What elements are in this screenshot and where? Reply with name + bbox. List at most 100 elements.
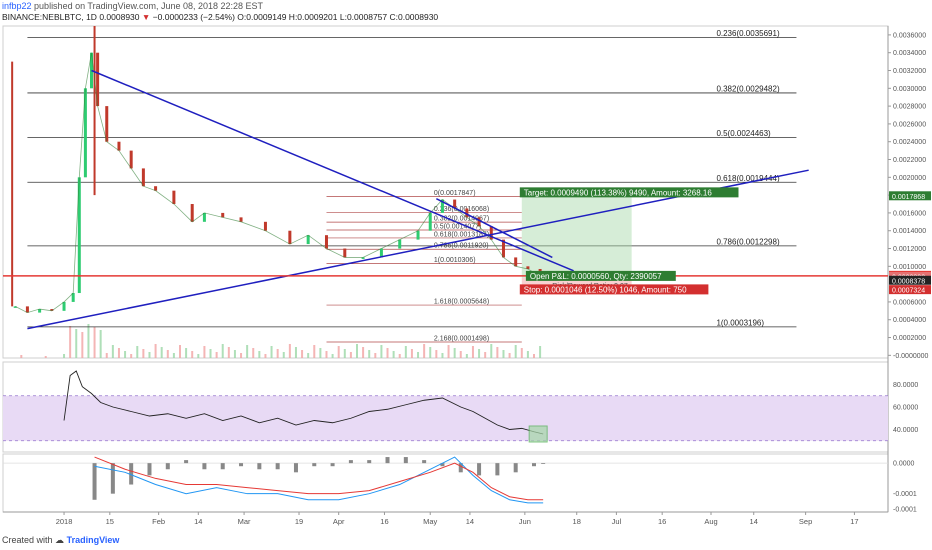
macd-histogram-bar xyxy=(293,463,298,473)
price-y-tick-label: 0.0022000 xyxy=(893,157,926,164)
volume-bar xyxy=(20,355,23,358)
macd-histogram-bar xyxy=(403,457,408,464)
macd-histogram-bar xyxy=(458,463,463,473)
tradingview-brand[interactable]: TradingView xyxy=(66,535,120,545)
volume-bar xyxy=(417,352,420,358)
macd-panel-frame xyxy=(2,453,889,513)
macd-histogram-bar xyxy=(367,460,372,464)
volume-bar xyxy=(185,348,188,358)
candle xyxy=(25,306,29,313)
volume-bar xyxy=(478,349,481,358)
volume-bar xyxy=(423,344,426,358)
price-y-tick-label: 0.0016000 xyxy=(893,210,926,217)
candle xyxy=(501,239,505,258)
volume-bar xyxy=(282,352,285,358)
macd-histogram-bar xyxy=(385,457,390,464)
x-tick-label: Feb xyxy=(152,517,165,526)
macd-y-tick-label: -0.0001 xyxy=(893,491,917,498)
volume-bar xyxy=(63,354,66,358)
volume-bar xyxy=(374,353,377,358)
volume-bar xyxy=(148,352,151,358)
rsi-highlight-box xyxy=(528,425,548,443)
volume-bar xyxy=(246,345,249,358)
tradingview-logo-icon: ☁ xyxy=(55,535,65,545)
macd-histogram-bar xyxy=(477,463,482,476)
price-y-tick-label: 0.0024000 xyxy=(893,139,926,146)
macd-histogram-bar xyxy=(202,463,207,470)
fib-level-label: 0.618(0.0019444) xyxy=(716,174,780,183)
volume-bar xyxy=(404,346,407,358)
volume-bar xyxy=(520,348,523,358)
candle xyxy=(343,248,347,258)
volume-bar xyxy=(227,347,230,358)
volume-bar xyxy=(172,353,175,358)
x-tick-label: Jun xyxy=(519,517,531,526)
price-tag-bg xyxy=(889,191,931,201)
volume-bar xyxy=(233,350,236,358)
volume-bar xyxy=(502,350,505,358)
open-pl-label-bg xyxy=(525,270,676,281)
fib-level-label: 0.618(0.0013187) xyxy=(434,231,489,238)
macd-histogram-bar xyxy=(275,463,280,470)
fib-level-label: 0.786(0.0012298) xyxy=(716,237,780,246)
volume-bar xyxy=(533,354,535,358)
volume-bar xyxy=(93,327,96,358)
x-tick-label: 15 xyxy=(106,517,114,526)
fib-level-label: 0.786(0.0011920) xyxy=(434,243,489,250)
price-change: −0.0000233 (−2.54%) xyxy=(152,12,235,22)
rsi-line xyxy=(63,370,544,435)
candle xyxy=(83,88,87,178)
volume-bar xyxy=(453,348,456,358)
price-y-tick-label: 0.0026000 xyxy=(893,121,926,128)
last-price: 0.0008930 xyxy=(99,12,140,22)
volume-bar xyxy=(392,351,395,358)
price-y-tick-label: 0.0030000 xyxy=(893,86,926,93)
volume-bar xyxy=(166,350,169,358)
macd-histogram-bar xyxy=(422,460,427,464)
price-tag: 0.0007324 xyxy=(892,288,925,295)
price-tag: 0.0008378 xyxy=(892,278,925,285)
volume-bar xyxy=(191,351,194,358)
volume-bar xyxy=(75,329,78,358)
target-zone xyxy=(521,196,632,278)
macd-histogram-bar xyxy=(312,463,317,467)
macd-y-tick-label: -0.0001 xyxy=(893,506,917,513)
volume-bar xyxy=(435,350,438,358)
candle xyxy=(141,168,145,187)
price-y-tick-label: 0.0034000 xyxy=(893,50,926,57)
macd-histogram-bar xyxy=(220,463,225,470)
volume-bar xyxy=(160,347,163,358)
candle xyxy=(379,248,383,258)
footer: Created with ☁ TradingView xyxy=(2,535,119,546)
volume-bar xyxy=(313,345,316,358)
price-tag: 0.0017868 xyxy=(892,194,925,201)
price-y-tick-label: -0.0000000 xyxy=(893,353,929,360)
x-tick-label: Sep xyxy=(799,517,812,526)
down-arrow-icon: ▼ xyxy=(141,12,151,22)
volume-bar xyxy=(386,348,389,358)
macd-line xyxy=(94,456,544,504)
volume-bar xyxy=(307,353,310,358)
macd-histogram-bar xyxy=(147,463,152,476)
volume-bar xyxy=(356,344,358,358)
candle xyxy=(77,177,81,294)
volume-bar xyxy=(44,356,47,358)
candle xyxy=(306,235,310,245)
macd-signal-line xyxy=(94,456,544,501)
candle xyxy=(489,226,493,240)
volume-bar xyxy=(117,348,120,358)
price-y-tick-label: 0.0012000 xyxy=(893,246,926,253)
candle xyxy=(416,230,420,240)
candle xyxy=(465,208,469,218)
candle xyxy=(477,217,481,227)
author-name[interactable]: infbp22 xyxy=(2,1,32,11)
trendline xyxy=(436,198,553,259)
volume-bar xyxy=(258,351,261,358)
price-y-tick-label: 0.0010000 xyxy=(893,264,926,271)
volume-bar xyxy=(288,344,291,358)
fib-level-label: 0.236(0.0035691) xyxy=(716,29,780,38)
x-tick-label: 14 xyxy=(194,517,202,526)
volume-bar xyxy=(514,345,517,358)
candle xyxy=(440,199,444,213)
